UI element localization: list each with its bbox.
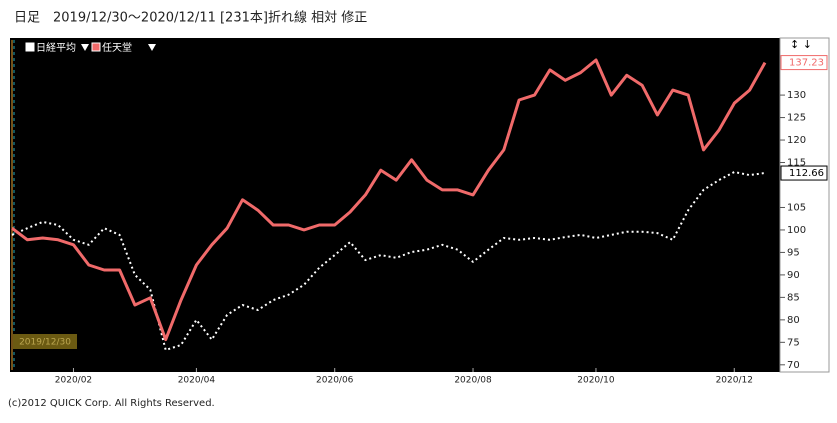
y-tick-label: 120 — [787, 135, 806, 146]
y-tick-label: 90 — [787, 270, 800, 281]
y-tick-label: 125 — [787, 113, 806, 124]
y-tick-label: 105 — [787, 202, 806, 213]
chart-title: 日足 2019/12/30～2020/12/11 [231本]折れ線 相対 修正 — [14, 10, 367, 26]
y-tick-label: 115 — [787, 158, 806, 169]
y-tick-label: 85 — [787, 292, 800, 303]
axis-icons: ↕ ↓ — [790, 38, 812, 51]
y-tick-label: 70 — [787, 360, 800, 371]
legend-label: 日経平均 — [36, 41, 76, 54]
annotation-box — [13, 334, 77, 349]
legend-swatch — [91, 42, 101, 52]
last-value-box — [780, 55, 828, 71]
y-tick-label: 100 — [787, 225, 806, 236]
series-line — [11, 58, 767, 342]
legend-dropdown[interactable] — [81, 44, 89, 51]
x-tick-label: 2020/04 — [178, 376, 216, 386]
y-tick-label: 95 — [787, 247, 800, 258]
legend-label: 任天堂 — [102, 41, 132, 54]
plot-area — [10, 38, 780, 372]
x-tick-label: 2020/12 — [716, 376, 753, 386]
y-tick-label: 130 — [787, 90, 806, 101]
last-value-box — [780, 165, 828, 181]
last-value-label: 137.23 — [789, 58, 824, 69]
footer: (c)2012 QUICK Corp. All Rights Reserved. — [8, 398, 215, 409]
y-tick-label: 75 — [787, 337, 800, 348]
x-tick-label: 2020/08 — [454, 376, 492, 386]
annotation: 2019/12/30 — [19, 338, 71, 348]
legend-dropdown[interactable] — [148, 44, 156, 51]
legend-swatch — [25, 42, 35, 52]
last-value-label: 112.66 — [789, 168, 824, 179]
axis-area — [779, 37, 830, 373]
x-tick-label: 2020/06 — [316, 376, 354, 386]
x-tick-label: 2020/02 — [55, 376, 92, 386]
y-tick-label: 80 — [787, 315, 800, 326]
x-tick-label: 2020/10 — [577, 376, 615, 386]
